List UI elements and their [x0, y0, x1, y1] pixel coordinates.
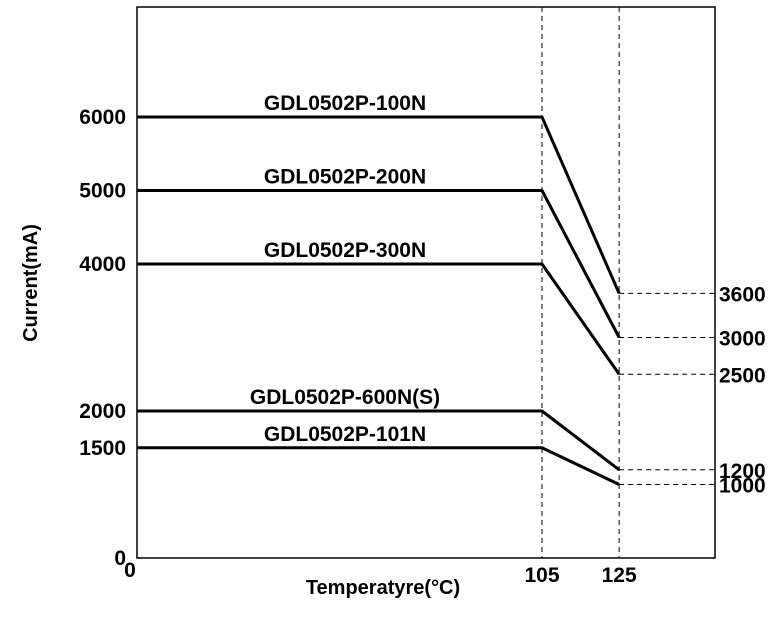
series-labels: GDL0502P-100N GDL0502P-200N GDL0502P-300N G… — [250, 92, 440, 446]
right-value-label-2500: 2500 — [719, 364, 766, 387]
x-tick-label-125: 125 — [602, 564, 637, 587]
y-tick-label-4000: 4000 — [79, 253, 126, 276]
series-line-gdl0502p-100n — [137, 115, 621, 295]
right-value-label-3000: 3000 — [719, 328, 766, 351]
series-lines — [137, 115, 621, 486]
right-value-label-1000: 1000 — [719, 475, 766, 498]
plot-frame — [136, 6, 716, 559]
series-line-gdl0502p-200n — [137, 189, 621, 339]
series-label-gdl0502p-600n-s: GDL0502P-600N(S) — [250, 386, 440, 409]
y-axis-tick-labels: 0 1500 2000 4000 5000 6000 — [79, 106, 126, 570]
x-tick-label-105: 105 — [524, 564, 559, 587]
x-axis-tick-labels: 0 105 125 — [124, 559, 637, 587]
y-tick-label-2000: 2000 — [79, 400, 126, 423]
series-label-gdl0502p-101n: GDL0502P-101N — [264, 423, 426, 446]
series-line-gdl0502p-300n — [137, 262, 621, 376]
series-label-gdl0502p-100n: GDL0502P-100N — [264, 92, 426, 115]
y-tick-label-1500: 1500 — [79, 437, 126, 460]
series-line-gdl0502p-600n-s — [137, 409, 621, 471]
x-tick-label-0: 0 — [124, 559, 136, 582]
y-tick-label-0: 0 — [114, 547, 126, 570]
series-label-gdl0502p-200n: GDL0502P-200N — [264, 166, 426, 189]
right-value-label-1200: 1200 — [719, 460, 766, 483]
y-tick-label-5000: 5000 — [79, 180, 126, 203]
y-axis-title: Current(mA) — [20, 224, 42, 342]
series-label-gdl0502p-300n: GDL0502P-300N — [264, 239, 426, 262]
x-axis-title: Temperatyre(°C) — [306, 577, 460, 599]
y-tick-label-6000: 6000 — [79, 106, 126, 129]
series-line-gdl0502p-101n — [137, 446, 620, 486]
right-leader-lines — [619, 292, 715, 485]
reference-lines — [541, 7, 620, 558]
right-value-label-3600: 3600 — [719, 283, 766, 306]
